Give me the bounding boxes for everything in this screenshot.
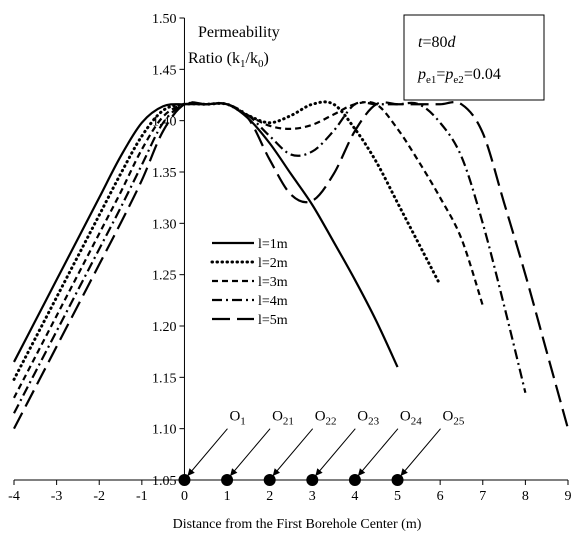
borehole-arrowhead (187, 468, 195, 476)
y-tick-label: 1.45 (152, 63, 177, 78)
borehole-label: O23 (357, 409, 379, 428)
borehole-label: O1 (229, 409, 245, 428)
y-axis-label-line1: Permeability (198, 24, 280, 41)
borehole-arrowhead (400, 468, 408, 476)
x-tick-label: 5 (394, 489, 401, 504)
x-tick-label: 7 (479, 489, 486, 504)
x-tick-label: 4 (351, 489, 358, 504)
y-tick-label: 1.25 (152, 269, 177, 284)
legend-label-1: l=1m (258, 237, 288, 252)
x-tick-label: 6 (437, 489, 444, 504)
borehole-dot (221, 474, 234, 486)
borehole-arrow (357, 428, 399, 477)
borehole-label: O25 (443, 409, 465, 428)
legend-label-2: l=2m (258, 256, 288, 271)
borehole-arrow (187, 428, 228, 477)
legend-label-3: l=3m (258, 275, 288, 290)
info-time: t=80d (418, 34, 456, 51)
borehole-arrow (314, 428, 356, 477)
legend-label-5: l=5m (258, 313, 288, 328)
x-axis-label: Distance from the First Borehole Center … (173, 517, 422, 532)
x-tick-label: -3 (51, 489, 63, 504)
y-tick-label: 1.30 (152, 217, 177, 232)
x-tick-label: 3 (309, 489, 316, 504)
series-layer (12, 100, 570, 430)
x-tick-label: -4 (8, 489, 20, 504)
borehole-dot (391, 474, 404, 486)
x-tick-label: 8 (522, 489, 529, 504)
series-line-4 (13, 101, 527, 414)
info-p: pe1=pe2=0.04 (417, 66, 501, 86)
y-tick-label: 1.05 (152, 474, 177, 489)
borehole-layer: O1 O21 O22 O23 O24 O25 (178, 409, 465, 486)
borehole-arrowhead (357, 468, 366, 476)
axes-layer: -4 -3 -2 -1 0 1 2 3 4 5 6 7 8 9 1.05 1.10 1.15 1.20 1.25 1.… (8, 12, 571, 504)
borehole-dot (348, 474, 361, 486)
legend: l=1m l=2m l=3m l=4m l=5m (210, 237, 288, 328)
series-line-1 (13, 102, 399, 368)
x-tick-label: 1 (224, 489, 231, 504)
x-tick-label: 2 (266, 489, 273, 504)
y-tick-label: 1.50 (152, 12, 177, 27)
y-tick-label: 1.10 (152, 423, 177, 438)
borehole-label: O22 (315, 409, 337, 428)
borehole-label: O21 (272, 409, 294, 428)
legend-label-4: l=4m (258, 294, 288, 309)
info-box (403, 14, 545, 101)
x-tick-label: 9 (565, 489, 571, 504)
x-tick-label: -2 (93, 489, 105, 504)
borehole-arrowhead (315, 468, 323, 476)
series-line-5 (13, 101, 570, 430)
y-tick-label: 1.35 (152, 166, 177, 181)
borehole-arrowhead (272, 468, 280, 476)
x-tick-label: -1 (136, 489, 148, 504)
borehole-label: O24 (400, 409, 422, 428)
borehole-dot (178, 474, 191, 486)
y-tick-label: 1.15 (152, 371, 177, 386)
borehole-dot (263, 474, 276, 486)
y-tick-label: 1.20 (152, 320, 177, 335)
borehole-arrow (400, 428, 441, 477)
borehole-dot (306, 474, 319, 486)
borehole-arrowhead (230, 468, 238, 476)
y-axis-label-line2: Ratio (k1/k0) (188, 50, 269, 70)
series-line-3 (13, 100, 484, 399)
borehole-arrow (229, 428, 271, 477)
borehole-arrow (272, 428, 314, 477)
x-tick-label: 0 (181, 489, 188, 504)
